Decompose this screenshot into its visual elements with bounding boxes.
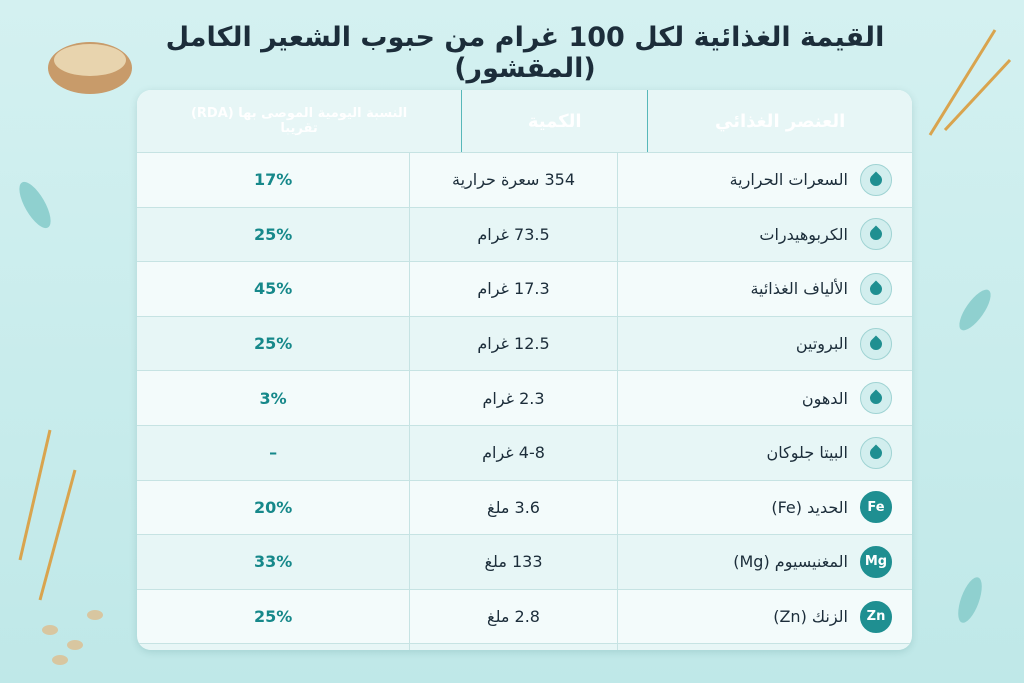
- amount: 12.5 غرام: [409, 316, 618, 371]
- icon: Fe: [860, 491, 892, 524]
- nutrient-cell: الألياف الغذائية: [618, 272, 912, 305]
- amount: 3.6 ملغ: [409, 480, 618, 535]
- amount: 17.3 غرام: [409, 262, 618, 316]
- nutrient: الحديد (Fe): [771, 497, 848, 517]
- nutrient-cell: السعرات الحرارية: [618, 163, 912, 196]
- nutrient-cell: Fe الحديد (Fe): [618, 491, 912, 524]
- rda: 20%: [253, 497, 293, 517]
- amount: 133 ملغ: [409, 535, 618, 589]
- nutrient-cell: Zn الزنك (Zn): [618, 600, 912, 633]
- nutrient: الألياف الغذائية: [750, 279, 848, 299]
- seeds: [42, 610, 103, 665]
- rda: 3%: [259, 388, 287, 408]
- icon: Zn: [860, 600, 892, 633]
- nutrient: المغنيسيوم (Mg): [733, 552, 848, 572]
- rda: 25%: [253, 607, 293, 627]
- rda: 33%: [253, 552, 293, 572]
- column-header: النسبة اليومية الموصى بها (RDA) تقريبا: [190, 106, 408, 136]
- table-row: B3فيتامين ب3 (نياسين)4.6 ملغ29%: [137, 643, 912, 650]
- icon: [860, 327, 892, 360]
- table-row: البروتين 12.5 غرام 25%: [137, 315, 912, 371]
- nutrient: البروتين: [795, 334, 848, 354]
- amount: 2.8 ملغ: [409, 589, 618, 644]
- table-row: السعرات الحرارية 354 سعرة حرارية 17%: [137, 152, 912, 207]
- amount: 2.3 غرام: [409, 371, 618, 425]
- wheat: [18, 29, 1012, 601]
- icon: [860, 218, 892, 251]
- icon: Mg: [860, 545, 892, 578]
- column-header: العنصر الغذائي: [714, 110, 846, 132]
- nutrient: السعرات الحرارية: [729, 170, 848, 190]
- nutrient: الزنك (Zn): [773, 607, 848, 627]
- icon: [860, 163, 892, 196]
- nutrient-cell: الدهون: [618, 382, 912, 415]
- nutrient-cell: Mg المغنيسيوم (Mg): [618, 545, 912, 578]
- rda: 25%: [253, 224, 293, 244]
- column-header: الكمية: [461, 90, 649, 152]
- rda: –: [269, 443, 278, 463]
- table-row: Zn الزنك (Zn) 2.8 ملغ 25%: [137, 588, 912, 644]
- table-row: Fe الحديد (Fe) 3.6 ملغ 20%: [137, 479, 912, 535]
- rda: 25%: [253, 334, 293, 354]
- table: العنصر الغذائي الكمية النسبة اليومية الم…: [137, 90, 912, 650]
- amount: 4-8 غرام: [409, 425, 618, 480]
- nutrient-cell: البروتين: [618, 327, 912, 360]
- table-row: الدهون 2.3 غرام 3%: [137, 370, 912, 425]
- rda: 45%: [253, 279, 293, 299]
- nutrient-cell: البيتا جلوكان: [618, 436, 912, 469]
- nutrient: البيتا جلوكان: [766, 443, 848, 463]
- table-row: البيتا جلوكان 4-8 غرام –: [137, 424, 912, 480]
- leaves: [19, 181, 991, 623]
- title: القيمة الغذائية لكل 100 غرام من حبوب الش…: [165, 22, 885, 84]
- nutrient: الكربوهيدرات: [759, 224, 848, 244]
- header-row: العنصر الغذائي الكمية النسبة اليومية الم…: [137, 90, 912, 152]
- table-row: الألياف الغذائية 17.3 غرام 45%: [137, 261, 912, 316]
- icon: [860, 272, 892, 305]
- amount: 354 سعرة حرارية: [409, 153, 618, 207]
- nutrient: الدهون: [801, 388, 848, 408]
- amount: 73.5 غرام: [409, 207, 618, 262]
- table-row: الكربوهيدرات 73.5 غرام 25%: [137, 206, 912, 262]
- nutrient-cell: الكربوهيدرات: [618, 218, 912, 251]
- rda: 17%: [253, 170, 293, 190]
- icon: [860, 382, 892, 415]
- table-row: Mg المغنيسيوم (Mg) 133 ملغ 33%: [137, 534, 912, 589]
- amount: 4.6 ملغ: [409, 644, 618, 650]
- grains: [54, 44, 126, 76]
- icon: [860, 436, 892, 469]
